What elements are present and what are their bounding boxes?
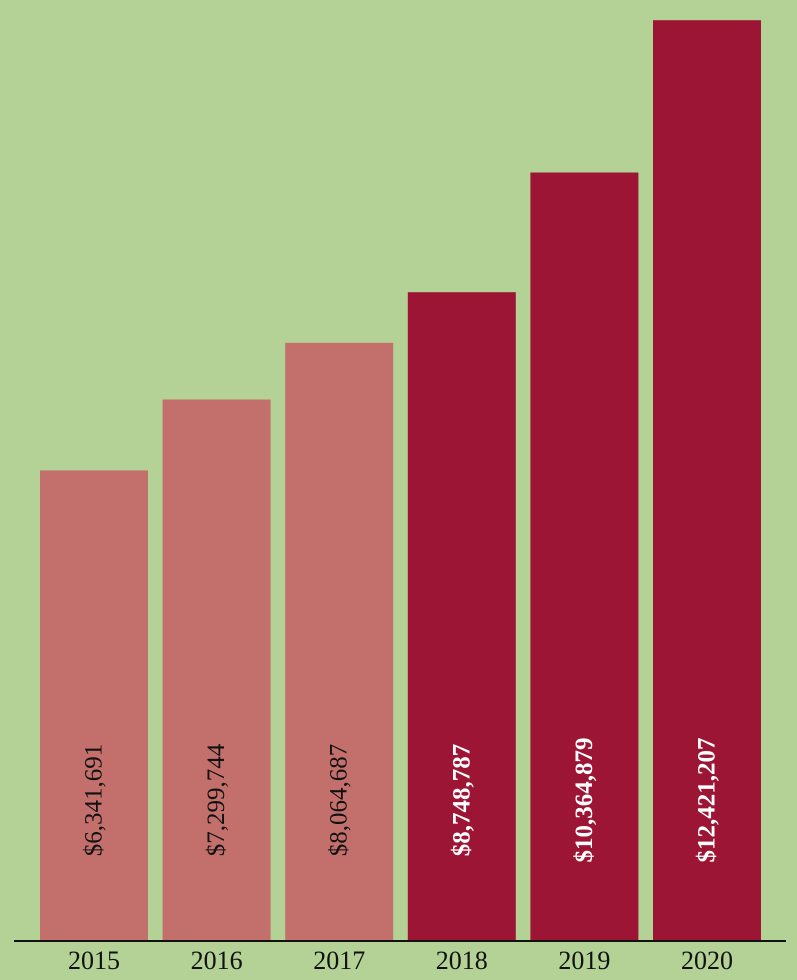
bar-2015 [40,470,148,940]
bar-value-label-2020: $12,421,207 [694,738,721,863]
bar-2020 [653,20,761,940]
bar-2017 [285,342,394,940]
bar-value-label-2019: $10,364,879 [571,738,598,863]
bars-group: $6,341,691 $7,299,744 $8,064,687 $8,748,787… [40,20,761,940]
bar-value-label-2016: $7,299,744 [203,743,230,856]
x-tick-label-2017: 2017 [313,946,365,975]
x-tick-label-2018: 2018 [436,946,488,975]
x-tick-label-2016: 2016 [191,946,243,975]
bar-2019 [530,172,639,940]
bar-value-label-2018: $8,748,787 [448,744,475,857]
x-tick-label-2019: 2019 [558,946,610,975]
bar-value-label-2015: $6,341,691 [81,744,108,857]
x-tick-label-2015: 2015 [68,946,120,975]
x-tick-labels: 2015 2016 2017 2018 2019 2020 [68,946,733,975]
bar-2018 [407,292,516,940]
bar-2016 [162,399,271,940]
bar-value-label-2017: $8,064,687 [326,744,353,857]
x-tick-label-2020: 2020 [681,946,733,975]
